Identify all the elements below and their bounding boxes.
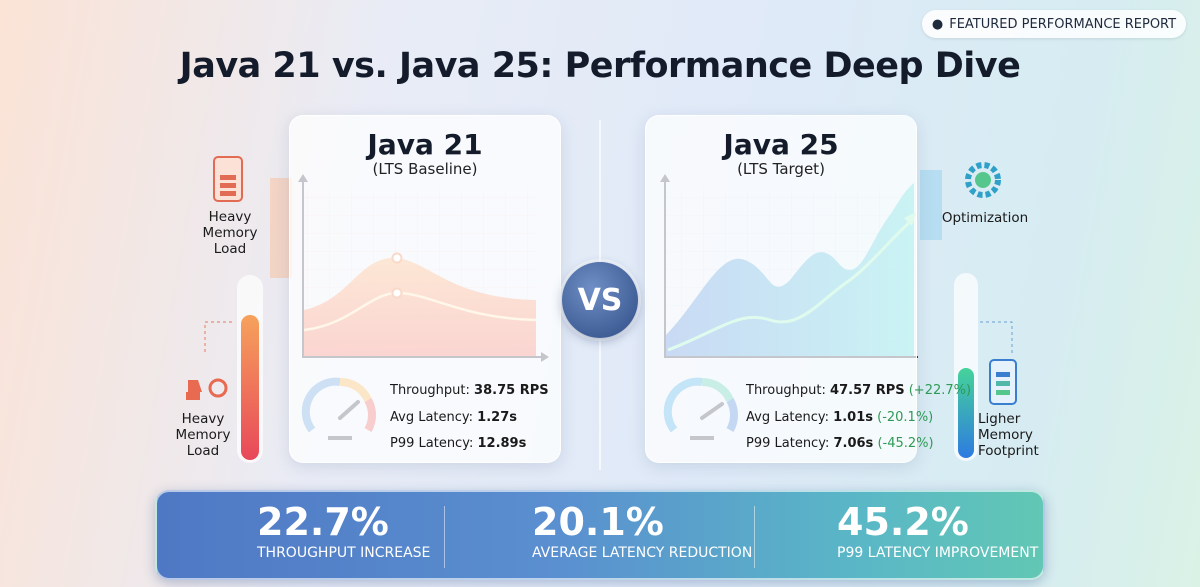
card-title: Java 21 xyxy=(367,128,483,161)
summary-item: 22.7% THROUGHPUT INCREASE xyxy=(257,500,430,562)
metric-row: Throughput: 38.75 RPS xyxy=(390,378,549,405)
metric-row: Throughput: 47.57 RPS (+22.7%) xyxy=(746,378,971,405)
metric-value: 1.01s xyxy=(833,409,873,425)
metric-label: Avg Latency: xyxy=(746,409,830,425)
summary-bar: 22.7% THROUGHPUT INCREASE 20.1% AVERAGE LAT… xyxy=(155,490,1045,580)
summary-value: 20.1% xyxy=(532,500,664,544)
tag-icon: ● xyxy=(931,16,944,32)
metric-change: (+22.7%) xyxy=(908,383,972,398)
card-subtitle: (LTS Baseline) xyxy=(372,160,478,178)
side-label: Heavy Memory Load xyxy=(175,411,231,459)
summary-label: AVERAGE LATENCY REDUCTION xyxy=(532,545,753,561)
vs-badge: VS xyxy=(562,262,638,338)
side-label: Ligher Memory Footprint xyxy=(978,411,1039,459)
card: Java 25 (LTS Target) Throughput: 47.57 R… xyxy=(645,115,971,463)
metrics: Throughput: 47.57 RPS (+22.7%) Avg Latenc… xyxy=(746,378,971,458)
summary-value: 45.2% xyxy=(837,500,969,544)
metrics: Throughput: 38.75 RPS Avg Latency: 1.27s P… xyxy=(390,378,549,458)
summary-item: 20.1% AVERAGE LATENCY REDUCTION xyxy=(532,500,752,562)
metric-label: P99 Latency: xyxy=(390,436,474,451)
metric-value: 7.06s xyxy=(833,436,874,451)
card-title: Java 25 xyxy=(723,128,839,161)
title: Java 21 vs. Java 25: Performance Deep Di… xyxy=(179,46,1021,86)
metric-row: Avg Latency: 1.27s xyxy=(390,405,549,432)
badge: ● FEATURED PERFORMANCE REPORT xyxy=(922,10,1186,38)
side-label: Heavy Memory Load xyxy=(202,209,258,257)
metric-row: P99 Latency: 7.06s (-45.2%) xyxy=(746,431,971,458)
metric-row: Avg Latency: 1.01s (-20.1%) xyxy=(746,405,971,432)
metric-label: P99 Latency: xyxy=(746,436,830,451)
summary-label: THROUGHPUT INCREASE xyxy=(257,545,431,561)
metric-row: P99 Latency: 12.89s xyxy=(390,431,549,458)
metric-change: (-20.1%) xyxy=(877,409,934,425)
summary-label: P99 LATENCY IMPROVEMENT xyxy=(837,545,1039,561)
metric-label: Avg Latency: xyxy=(390,409,474,425)
separator xyxy=(444,506,445,568)
card-subtitle: (LTS Target) xyxy=(737,160,825,178)
metric-value: 38.75 RPS xyxy=(474,383,549,398)
card: Java 21 (LTS Baseline) Throughput: 38.75… xyxy=(289,115,561,463)
side-label: Optimization xyxy=(941,210,1029,226)
metric-value: 47.57 RPS xyxy=(830,383,905,398)
metric-value: 12.89s xyxy=(477,436,527,451)
metric-label: Throughput: xyxy=(390,383,470,398)
metric-value: 1.27s xyxy=(477,409,517,425)
summary-value: 22.7% xyxy=(257,500,389,544)
badge-text: FEATURED PERFORMANCE REPORT xyxy=(949,16,1177,32)
summary-item: 45.2% P99 LATENCY IMPROVEMENT xyxy=(837,500,1038,562)
metric-label: Throughput: xyxy=(746,383,826,398)
metric-change: (-45.2%) xyxy=(877,436,934,451)
separator xyxy=(754,506,755,568)
